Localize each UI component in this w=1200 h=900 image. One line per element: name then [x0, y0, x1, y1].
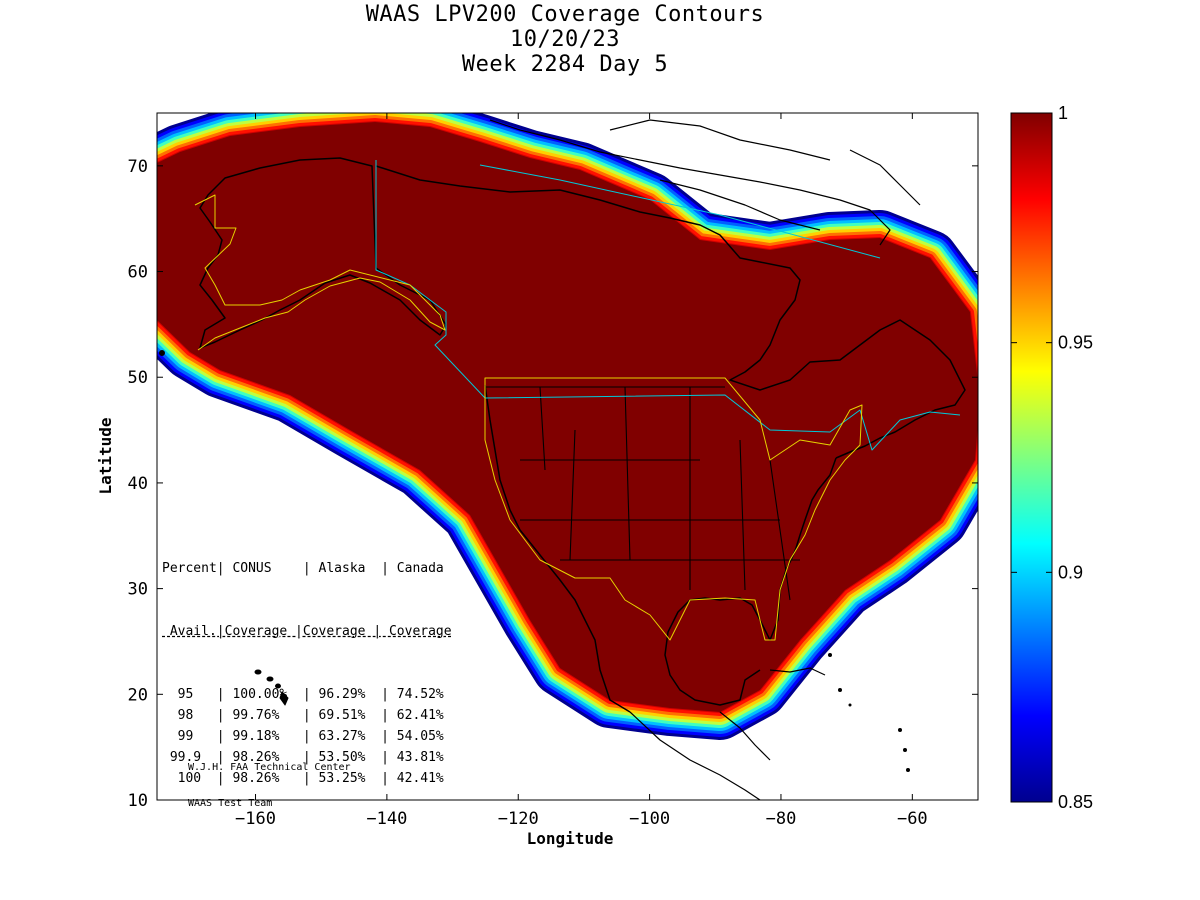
pacific-islands: [159, 350, 289, 706]
coverage-table: Percent| CONUS | Alaska | Canada Avail.|…: [162, 516, 452, 810]
table-row: 99.9 | 98.26% | 53.50% | 43.81%: [162, 750, 444, 765]
conus-boundary: [484, 377, 863, 641]
colorbar-tick-label: 0.9: [1058, 562, 1083, 582]
x-tick-label: −100: [629, 809, 670, 829]
y-axis: 10 20 30 40 50 60 70: [128, 157, 978, 811]
credit-line-1: W.J.H. FAA Technical Center: [188, 762, 351, 773]
y-axis-label: Latitude: [96, 417, 115, 494]
colorbar: [1010, 112, 1053, 803]
caribbean-islands: [828, 653, 910, 772]
table-row: 98 | 99.76% | 69.51% | 62.41%: [162, 708, 444, 723]
table-row: 99 | 99.18% | 63.27% | 54.05%: [162, 729, 444, 744]
conus-interior-borders: [485, 386, 800, 601]
table-row: 100 | 98.26% | 53.25% | 42.41%: [162, 771, 444, 786]
colorbar-tick-label: 0.95: [1058, 333, 1093, 353]
colorbar-ticks: 1 0.95 0.9 0.85: [1011, 103, 1093, 812]
table-header-row-1: Percent| CONUS | Alaska | Canada: [162, 561, 444, 576]
colorbar-tick-label: 1: [1058, 103, 1068, 123]
y-tick-label: 70: [128, 157, 148, 177]
canada-arctic-coastline: [375, 165, 966, 459]
table-row: 95 | 100.00% | 96.29% | 74.52%: [162, 687, 444, 702]
y-tick-label: 30: [128, 580, 148, 600]
credit: W.J.H. FAA Technical Center WAAS Test Te…: [188, 738, 351, 822]
table-header-row-2: Avail.|Coverage |Coverage | Coverage: [162, 624, 452, 639]
canada-boundary: [375, 160, 961, 451]
y-tick-label: 40: [128, 474, 148, 494]
table-body: 95 | 100.00% | 96.29% | 74.52% 98 | 99.7…: [162, 684, 452, 789]
credit-line-2: WAAS Test Team: [188, 798, 273, 809]
x-tick-label: −140: [366, 809, 407, 829]
y-tick-label: 60: [128, 263, 148, 283]
x-axis: −160 −140 −120 −100 −80 −60: [235, 113, 928, 829]
x-tick-label: −80: [766, 809, 797, 829]
us-east-coastline: [664, 457, 837, 706]
y-tick-label: 10: [128, 791, 148, 811]
map-title-line-3: Week 2284 Day 5: [461, 52, 669, 77]
coverage-contours: [157, 113, 978, 740]
x-axis-label: Longitude: [527, 829, 614, 848]
x-tick-label: −60: [897, 809, 928, 829]
plot-frame: [156, 112, 979, 801]
arctic-islands: [489, 119, 921, 246]
coverage-band-core: [157, 122, 978, 712]
us-west-coastline: [484, 384, 631, 713]
colorbar-tick-label: 0.85: [1058, 792, 1093, 812]
x-tick-label: −120: [498, 809, 539, 829]
y-tick-label: 50: [128, 368, 148, 388]
x-tick-label: −160: [235, 809, 276, 829]
alaska-boundary: [194, 194, 446, 351]
map-title-line-1: WAAS LPV200 Coverage Contours: [365, 2, 765, 27]
y-tick-label: 20: [128, 685, 148, 705]
central-america-coastline: [629, 667, 826, 800]
map-title-line-2: 10/20/23: [510, 27, 620, 52]
